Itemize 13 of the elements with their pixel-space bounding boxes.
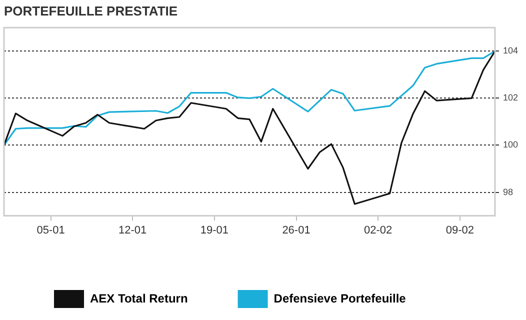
x-tick-label: 05-01 xyxy=(36,224,65,236)
x-tick-label: 19-01 xyxy=(200,224,228,236)
x-tick-label: 26-01 xyxy=(282,224,310,236)
y-tick-label: 100 xyxy=(502,140,518,150)
x-tick-label: 02-02 xyxy=(364,224,392,236)
chart-title: PORTEFEUILLE PRESTATIE xyxy=(4,3,178,18)
x-tick-label: 09-02 xyxy=(446,224,474,236)
y-tick-label: 104 xyxy=(502,46,518,56)
legend-label: Defensieve Portefeuille xyxy=(274,291,406,306)
y-tick-label: 98 xyxy=(502,186,513,197)
y-tick-label: 102 xyxy=(502,92,518,103)
x-tick-label: 12-01 xyxy=(118,224,147,236)
legend-label: AEX Total Return xyxy=(90,291,188,306)
